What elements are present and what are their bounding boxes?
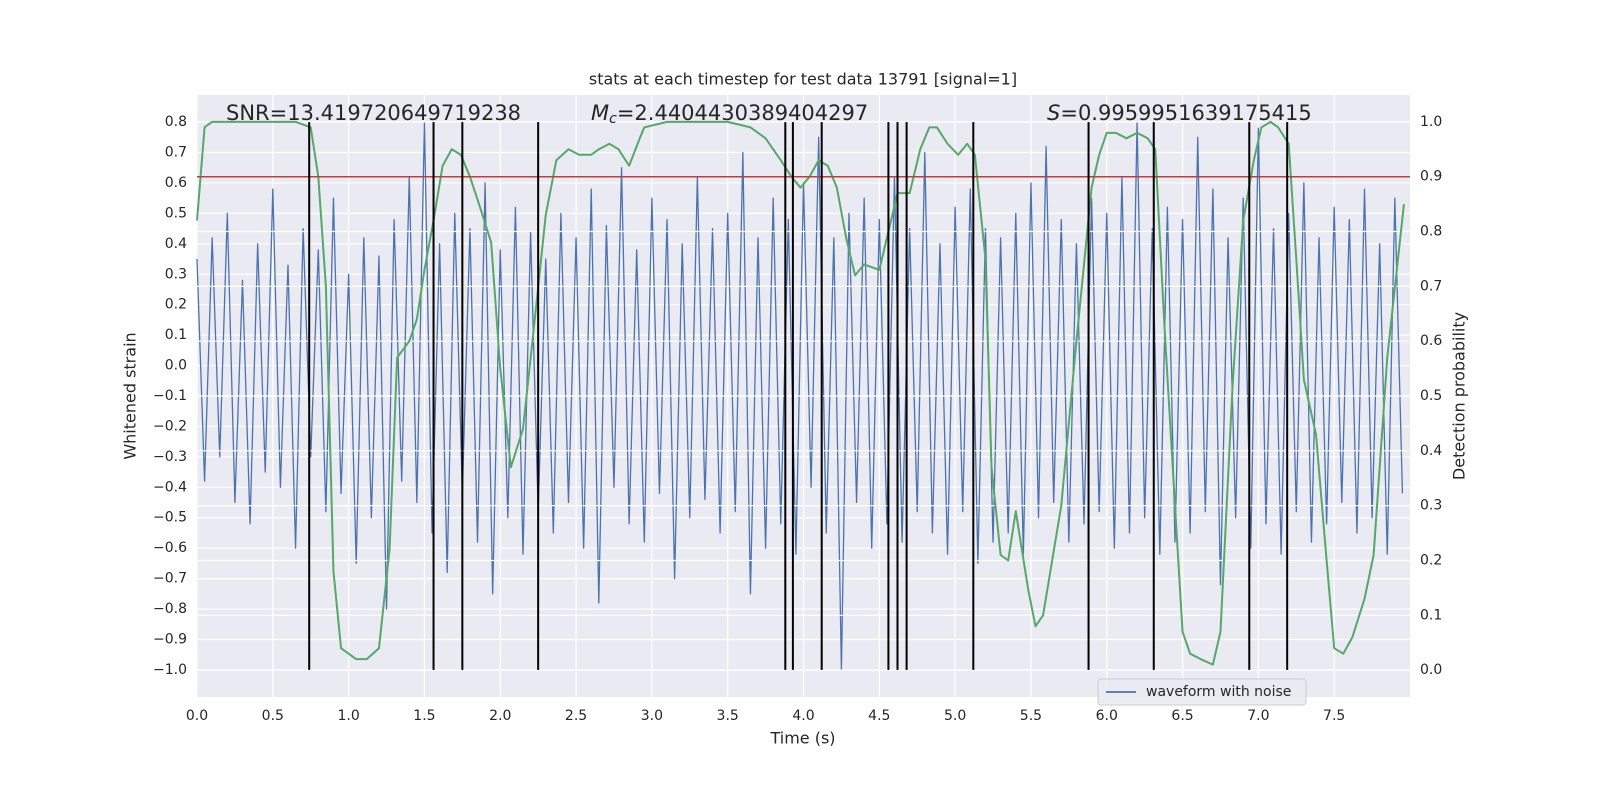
y2-tick-label: 0.0 <box>1420 662 1442 678</box>
annotation-part: M <box>591 101 609 125</box>
x-tick-label: 6.0 <box>1096 708 1118 724</box>
y2-tick-label: 0.6 <box>1420 333 1442 349</box>
y2-tick-label: 0.8 <box>1420 224 1442 240</box>
legend-box <box>1097 678 1307 706</box>
y2-tick-label: 0.2 <box>1420 552 1442 568</box>
series-line <box>196 121 1404 671</box>
x-tick-label: 7.0 <box>1247 708 1269 724</box>
y-tick-label: −0.9 <box>153 631 187 647</box>
x-tick-label: 4.5 <box>868 708 890 724</box>
y-tick-label: 0.0 <box>165 358 187 374</box>
y2-tick-label: 0.7 <box>1420 278 1442 294</box>
x-tick-label: 3.5 <box>717 708 739 724</box>
y-tick-label: −0.6 <box>153 540 187 556</box>
x-tick-label: 6.5 <box>1171 708 1193 724</box>
y-tick-label: 0.5 <box>165 205 187 221</box>
x-tick-label: 3.0 <box>641 708 663 724</box>
y2-tick-label: 0.3 <box>1420 498 1442 514</box>
annotation-part: =0.9959951639175415 <box>1060 101 1311 125</box>
y-tick-label: −0.7 <box>153 571 187 587</box>
x-tick-label: 7.5 <box>1323 708 1345 724</box>
y2-tick-label: 0.9 <box>1420 169 1442 185</box>
y-tick-label: 0.1 <box>165 327 187 343</box>
series-line <box>196 120 1405 666</box>
x-tick-label: 0.5 <box>262 708 284 724</box>
y2-tick-label: 0.5 <box>1420 388 1442 404</box>
y-tick-label: −0.1 <box>153 388 187 404</box>
y-tick-label: 0.8 <box>165 114 187 130</box>
annotation-part: S <box>1047 101 1060 125</box>
x-tick-label: 1.0 <box>337 708 359 724</box>
x-tick-label: 2.5 <box>565 708 587 724</box>
x-tick-label: 5.0 <box>944 708 966 724</box>
y2-axis-label: Detection probability <box>1450 312 1469 480</box>
y-tick-label: 0.4 <box>165 236 187 252</box>
y-tick-label: 0.2 <box>165 297 187 313</box>
y-tick-label: −1.0 <box>153 662 187 678</box>
y-tick-label: −0.4 <box>153 479 187 495</box>
y2-tick-label: 1.0 <box>1420 114 1442 130</box>
x-tick-label: 4.0 <box>792 708 814 724</box>
y-tick-label: −0.8 <box>153 601 187 617</box>
y-tick-label: −0.2 <box>153 418 187 434</box>
y-axis-label: Whitened strain <box>121 332 140 459</box>
y2-tick-label: 0.4 <box>1420 443 1442 459</box>
annotation-part: =2.4404430389404297 <box>617 101 868 125</box>
x-tick-label: 1.5 <box>413 708 435 724</box>
y-tick-label: 0.3 <box>165 266 187 282</box>
labels: 0.0 0.5 1.0 1.5 2.0 2.5 3.0 3.5 4.0 4.5 5.0 5.5 6.0 6… <box>153 101 1442 724</box>
annotation: SNR=13.419720649719238 <box>226 101 521 125</box>
y-tick-label: −0.5 <box>153 510 187 526</box>
annotation-part: c <box>609 111 617 127</box>
x-tick-label: 5.5 <box>1020 708 1042 724</box>
y-tick-label: −0.3 <box>153 449 187 465</box>
annotation: Mc=2.4404430389404297 <box>591 101 868 127</box>
y2-tick-label: 0.1 <box>1420 607 1442 623</box>
legend-label: waveform with noise <box>1146 684 1291 700</box>
chart-title: stats at each timestep for test data 137… <box>589 70 1017 89</box>
x-tick-label: 2.0 <box>489 708 511 724</box>
x-axis-label: Time (s) <box>769 729 835 748</box>
annotation: S=0.9959951639175415 <box>1047 101 1312 125</box>
y-tick-label: 0.7 <box>165 145 187 161</box>
marks <box>196 120 1410 671</box>
annotation-part: SNR=13.419720649719238 <box>226 101 521 125</box>
x-tick-label: 0.0 <box>186 708 208 724</box>
y-tick-label: 0.6 <box>165 175 187 191</box>
